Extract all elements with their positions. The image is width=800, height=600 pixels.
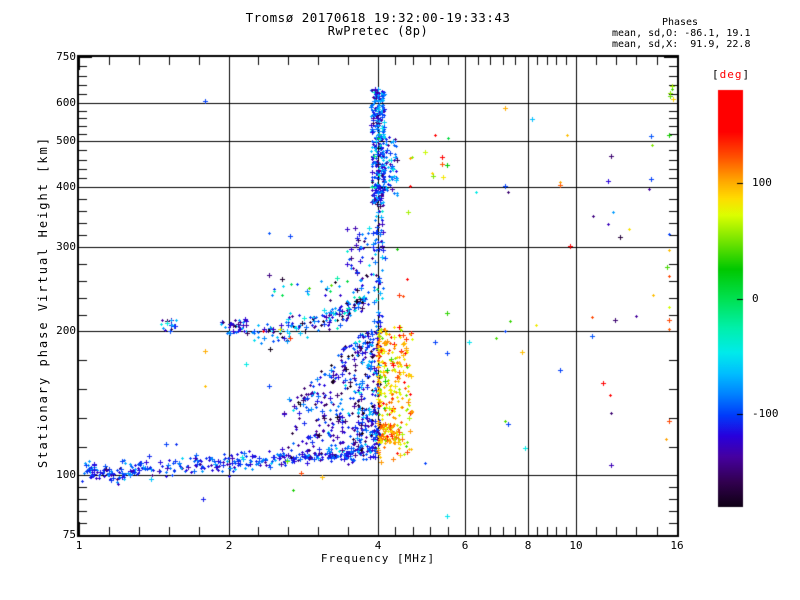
phase-stats-block: Phases mean, sd,O: -86.1, 19.1 mean, sd,X… (612, 17, 751, 50)
x-tick-label: 16 (670, 539, 684, 552)
chart-subtitle: RwPretec (8p) (327, 24, 429, 38)
y-tick-label: 400 (56, 180, 76, 193)
x-tick-label: 4 (374, 539, 382, 552)
chart-title: Tromsø 20170618 19:32:00-19:33:43 (245, 10, 511, 25)
colorbar-bracket-close: ] (742, 68, 751, 81)
colorbar-tick-label: 0 (752, 292, 759, 305)
y-tick-label: 300 (56, 240, 76, 253)
colorbar-tick-label: -100 (752, 407, 779, 420)
x-tick-label: 10 (569, 539, 583, 552)
colorbar-unit-text: deg (719, 68, 743, 81)
y-tick-label: 200 (56, 324, 76, 337)
stats-x-mode-line: mean, sd,X: 91.9, 22.8 (612, 39, 751, 50)
y-tick-label: 500 (56, 134, 76, 147)
x-tick-label: 1 (75, 539, 83, 552)
colorbar-unit-label: [deg] (712, 68, 750, 81)
colorbar-bracket-open: [ (712, 68, 720, 81)
x-axis-label: Frequency [MHz] (320, 552, 436, 565)
stats-o-mode-line: mean, sd,O: -86.1, 19.1 (612, 28, 751, 39)
y-tick-label: 100 (56, 468, 76, 481)
y-tick-label: 600 (56, 96, 76, 109)
y-tick-label: 750 (56, 50, 76, 63)
x-tick-label: 6 (461, 539, 469, 552)
y-tick-label: 75 (62, 528, 76, 541)
colorbar-tick-label: 100 (752, 176, 772, 189)
stats-heading: Phases (661, 17, 699, 28)
x-tick-label: 8 (524, 539, 532, 552)
x-tick-label: 2 (225, 539, 233, 552)
